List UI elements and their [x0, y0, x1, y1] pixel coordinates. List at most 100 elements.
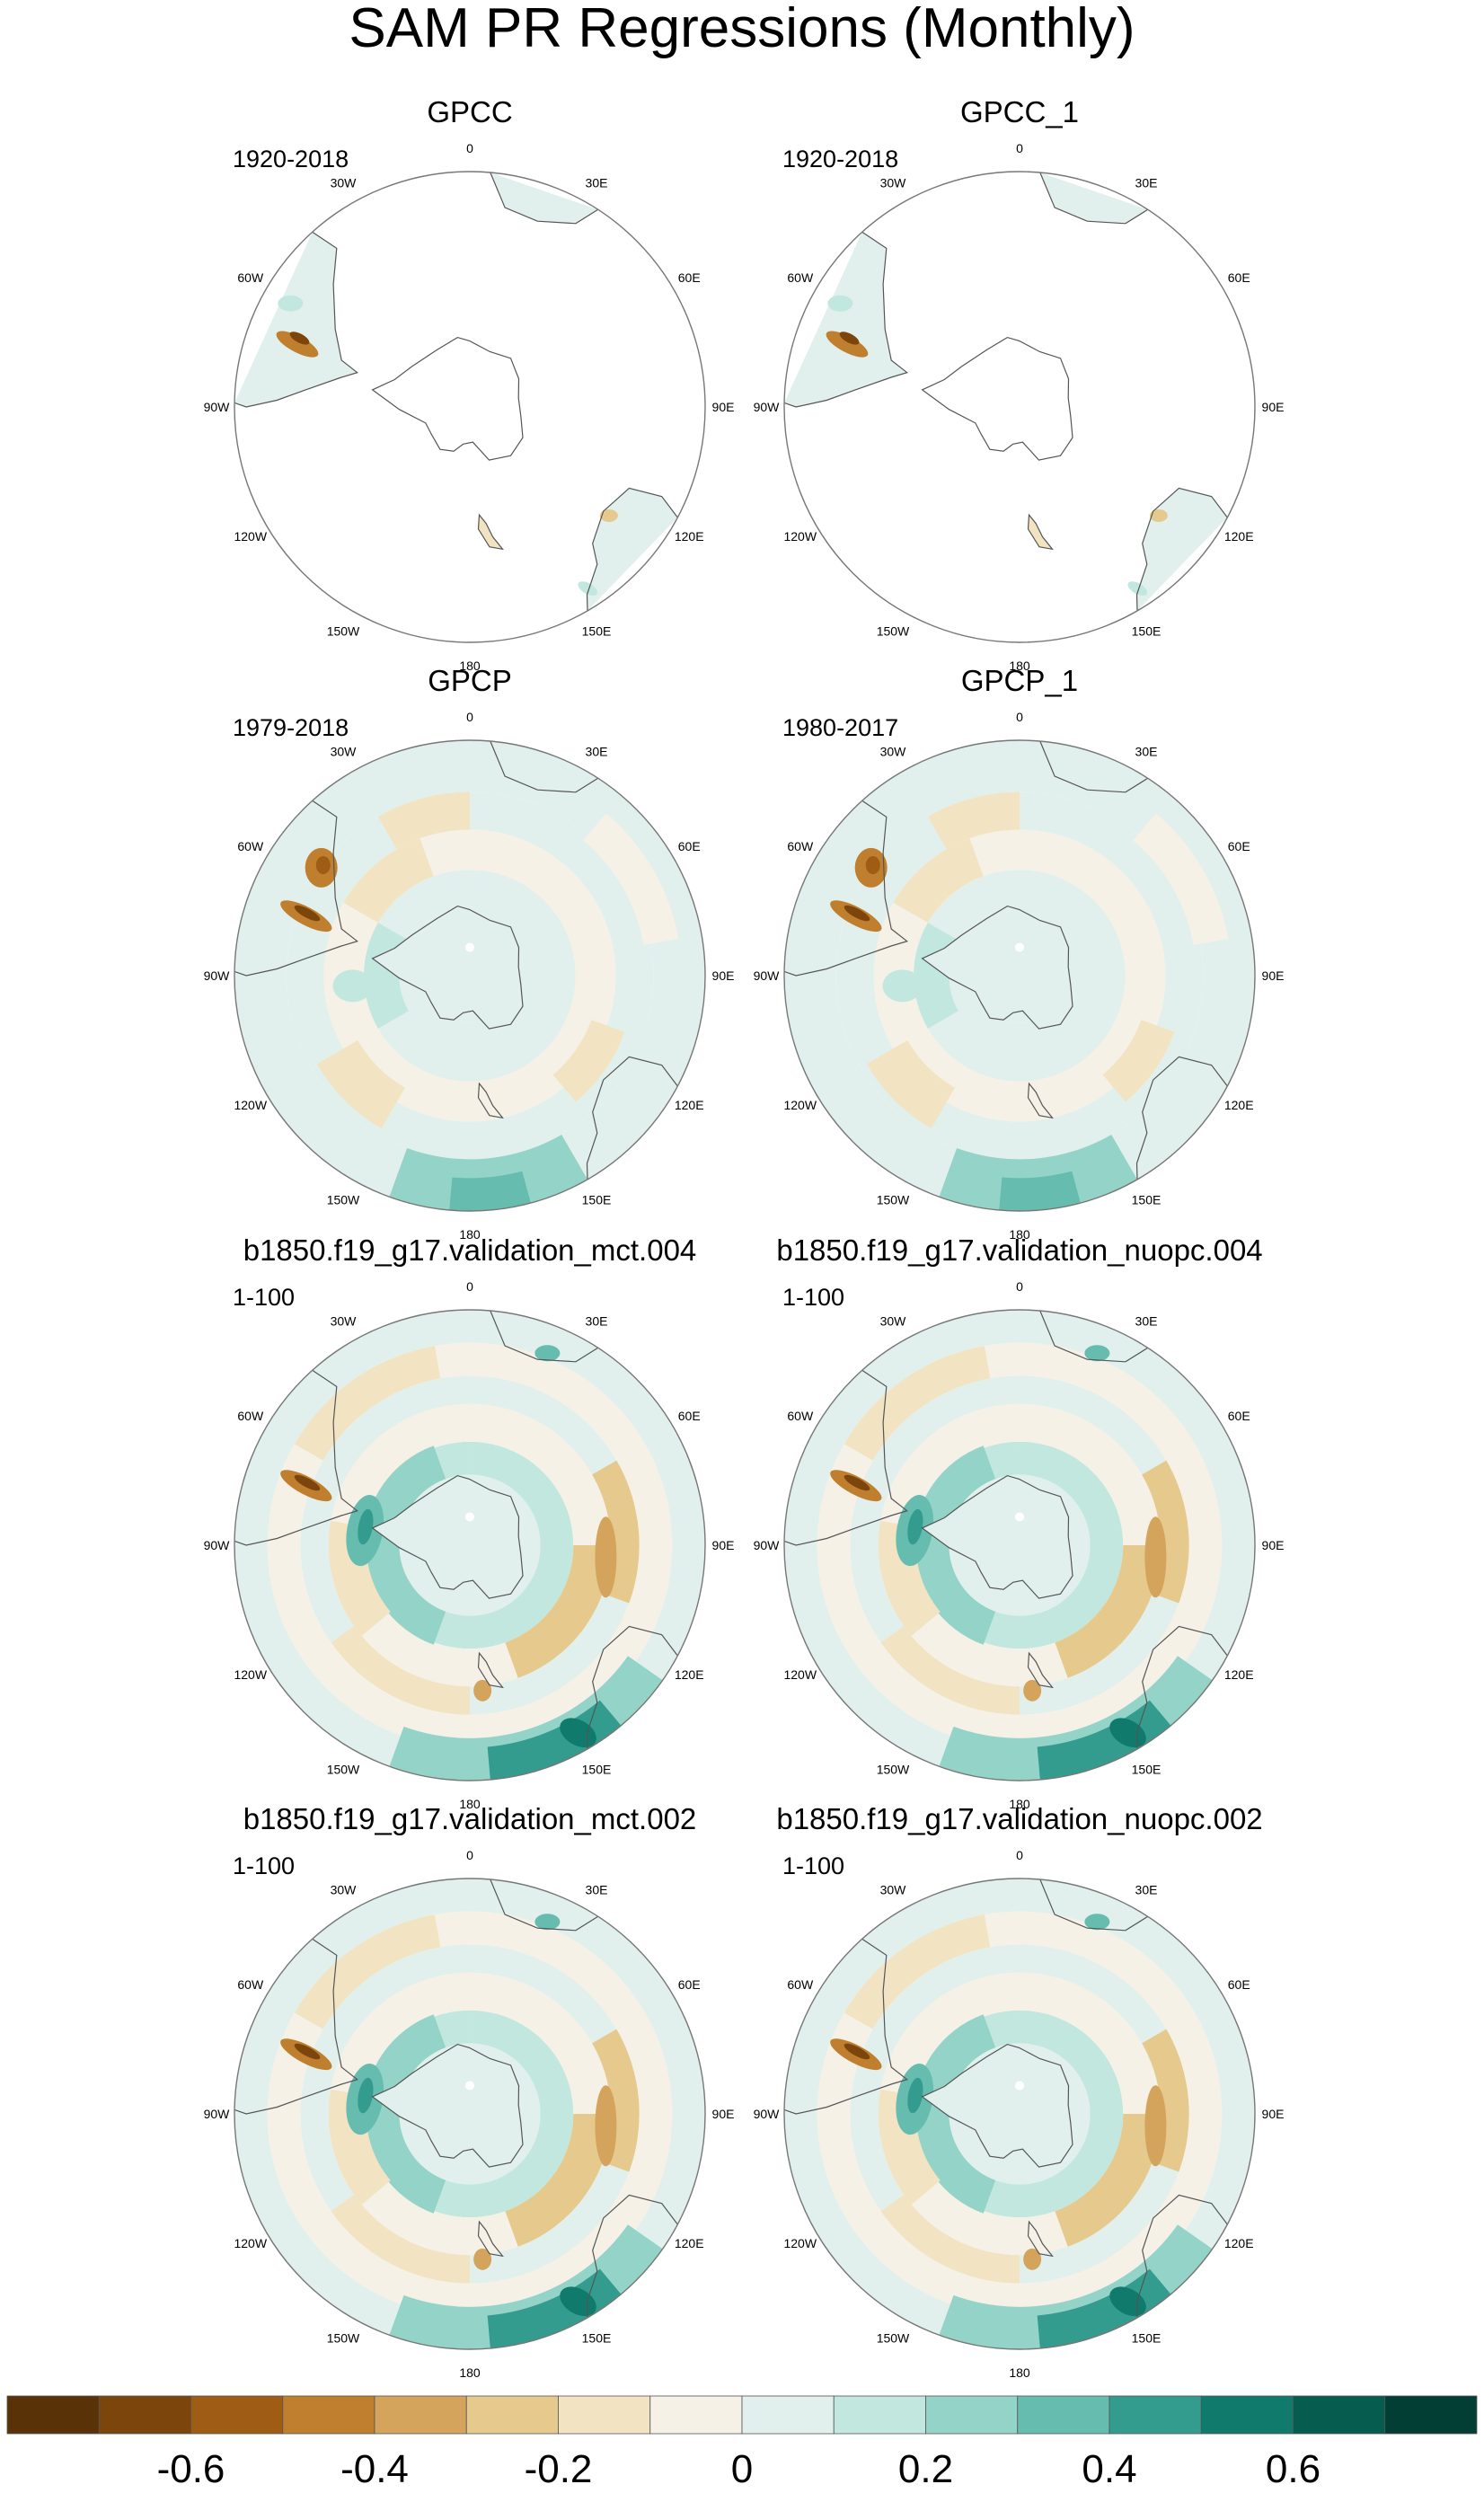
lon-label: 30W — [880, 176, 907, 190]
lon-label: 150W — [327, 623, 360, 638]
map-border — [234, 171, 706, 643]
lon-label: 0 — [1016, 1279, 1023, 1294]
colorbar-swatch — [558, 2395, 651, 2435]
lon-label: 0 — [1016, 710, 1023, 724]
lon-label: 120E — [1224, 1667, 1254, 1682]
panel-period: 1920-2018 — [782, 146, 898, 172]
lon-label: 30W — [331, 1883, 358, 1897]
map-panel-gpcp: GPCP 1979-2018 0 30E 60E 90E 120E 150E 180 150W 12… — [204, 664, 735, 1242]
lon-label: 60E — [1228, 270, 1250, 285]
precip-field — [234, 1310, 705, 1781]
lon-label: 90E — [712, 1538, 735, 1552]
lon-label: 150W — [877, 1192, 910, 1207]
panel-title: GPCC_1 — [960, 95, 1079, 128]
colorbar-swatch — [1109, 2395, 1202, 2435]
panel-title: GPCP — [428, 664, 512, 697]
colorbar-tick-label: 0.2 — [898, 2447, 953, 2491]
colorbar: -0.6 -0.4 -0.2 0 0.2 0.4 0.6 — [6, 2395, 1478, 2491]
panel-period: 1920-2018 — [233, 146, 349, 172]
colorbar-tick-label: -0.2 — [525, 2447, 593, 2491]
lon-label: 90E — [1262, 2107, 1285, 2121]
colorbar-swatch — [190, 2395, 284, 2435]
colorbar-swatch — [1384, 2395, 1478, 2435]
lon-label: 0 — [466, 1279, 473, 1294]
lon-label: 60W — [787, 270, 814, 285]
map-border — [234, 1878, 706, 2350]
panel-period: 1980-2017 — [782, 714, 898, 741]
coastlines — [234, 740, 678, 1180]
lon-label: 60E — [678, 1409, 701, 1423]
lon-label: 60W — [237, 839, 264, 853]
lon-label: 30E — [586, 176, 608, 190]
lon-label: 150W — [327, 1762, 360, 1776]
colorbar-tick-label: 0 — [731, 2447, 753, 2491]
lon-label: 90W — [754, 2107, 781, 2121]
lon-label: 30W — [880, 745, 907, 759]
colorbar-tick-label: 0.4 — [1082, 2447, 1136, 2491]
colorbar-swatch — [649, 2395, 743, 2435]
lon-label: 0 — [466, 1848, 473, 1862]
lon-label: 0 — [466, 710, 473, 724]
precip-field — [784, 1310, 1255, 1781]
lon-label: 30W — [331, 1314, 358, 1329]
panel-title: b1850.f19_g17.validation_mct.002 — [243, 1802, 697, 1835]
lon-label: 30E — [586, 1883, 608, 1897]
lon-label: 120W — [783, 1098, 817, 1112]
precip-field — [784, 740, 1255, 1211]
lon-label: 120E — [1224, 2236, 1254, 2250]
colorbar-swatch — [1200, 2395, 1294, 2435]
map-border — [783, 1309, 1256, 1781]
colorbar-swatch — [741, 2395, 835, 2435]
lon-label: 90W — [754, 400, 781, 414]
colorbar-tick-label: -0.4 — [340, 2447, 409, 2491]
coastlines — [234, 1879, 678, 2318]
lon-label: 150W — [877, 623, 910, 638]
precip-field — [784, 1879, 1255, 2349]
lon-label: 30E — [1135, 1314, 1158, 1329]
lon-label: 90W — [754, 1538, 781, 1552]
lon-label: 180 — [459, 1227, 481, 1242]
lon-label: 60W — [237, 270, 264, 285]
colorbar-swatch — [1293, 2395, 1386, 2435]
map-border — [234, 1309, 706, 1781]
lon-label: 60E — [1228, 1977, 1250, 1992]
map-border — [783, 739, 1256, 1212]
lon-label: 120W — [234, 1667, 267, 1682]
lon-label: 30E — [586, 745, 608, 759]
lon-label: 120W — [783, 2236, 817, 2250]
lon-label: 150E — [582, 2330, 612, 2345]
lon-label: 90E — [1262, 1538, 1285, 1552]
precip-field — [234, 172, 705, 642]
colorbar-swatch — [6, 2395, 100, 2435]
precip-field — [234, 740, 705, 1211]
map-panel-b1850-f19-g17-validation-nuopc-002: b1850.f19_g17.validation_nuopc.002 1-100 0… — [754, 1802, 1285, 2380]
map-border — [783, 171, 1256, 643]
lon-label: 120E — [675, 529, 704, 544]
lon-label: 60E — [1228, 1409, 1250, 1423]
lon-label: 120E — [675, 1667, 704, 1682]
precip-field — [234, 1879, 705, 2349]
lon-label: 0 — [1016, 141, 1023, 155]
lon-label: 120W — [234, 1098, 267, 1112]
colorbar-swatch — [833, 2395, 926, 2435]
lon-label: 180 — [1009, 2365, 1030, 2380]
map-panel-gpcc-1: GPCC_1 1920-2018 0 30E 60E 90E 120E 150E 180 150W… — [754, 95, 1285, 673]
lon-label: 90E — [712, 2107, 735, 2121]
lon-label: 150E — [1132, 1762, 1162, 1776]
lon-label: 30W — [331, 176, 358, 190]
panel-period: 1-100 — [782, 1852, 844, 1879]
lon-label: 90W — [204, 2107, 231, 2121]
lon-label: 120E — [675, 2236, 704, 2250]
lon-label: 120W — [783, 529, 817, 544]
lon-label: 60W — [237, 1977, 264, 1992]
lon-label: 120E — [1224, 529, 1254, 544]
map-border — [234, 739, 706, 1212]
coastlines — [784, 740, 1228, 1180]
map-panel-gpcp-1: GPCP_1 1980-2017 0 30E 60E 90E 120E 150E 180 150W… — [754, 664, 1285, 1242]
colorbar-swatch — [925, 2395, 1019, 2435]
map-panel-b1850-f19-g17-validation-nuopc-004: b1850.f19_g17.validation_nuopc.004 1-100 0… — [754, 1233, 1285, 1811]
lon-label: 120W — [783, 1667, 817, 1682]
lon-label: 30E — [1135, 176, 1158, 190]
lon-label: 60E — [678, 839, 701, 853]
lon-label: 120E — [675, 1098, 704, 1112]
